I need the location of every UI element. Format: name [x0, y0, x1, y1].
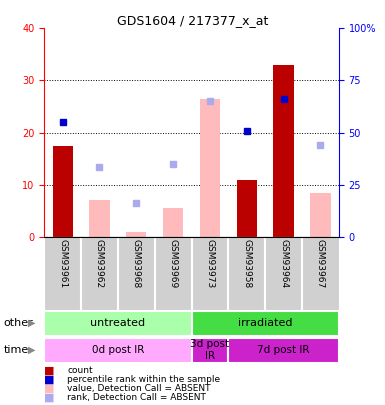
Text: GSM93969: GSM93969 [169, 239, 177, 288]
Bar [44, 338, 192, 363]
Text: GSM93958: GSM93958 [242, 239, 251, 288]
Bar [163, 208, 183, 237]
Bar [53, 146, 73, 237]
Bar [89, 200, 110, 237]
Bar [310, 193, 330, 237]
Bar [237, 179, 257, 237]
Text: GDS1604 / 217377_x_at: GDS1604 / 217377_x_at [117, 14, 268, 27]
Text: GSM93973: GSM93973 [206, 239, 214, 288]
Text: GSM93964: GSM93964 [279, 239, 288, 288]
Text: GSM93962: GSM93962 [95, 239, 104, 288]
Bar [200, 99, 220, 237]
Text: ▶: ▶ [28, 345, 35, 355]
Bar [192, 338, 228, 363]
Text: time: time [4, 345, 29, 355]
Bar [44, 311, 192, 336]
Text: value, Detection Call = ABSENT: value, Detection Call = ABSENT [67, 384, 211, 393]
Text: ■: ■ [44, 384, 55, 394]
Text: 7d post IR: 7d post IR [257, 345, 310, 355]
Text: ▶: ▶ [28, 318, 35, 328]
Text: ■: ■ [44, 393, 55, 403]
Bar [192, 311, 339, 336]
Bar [228, 338, 339, 363]
Text: 3d post
IR: 3d post IR [191, 339, 229, 361]
Text: ■: ■ [44, 375, 55, 385]
Text: other: other [4, 318, 33, 328]
Text: count: count [67, 367, 93, 375]
Bar [273, 65, 294, 237]
Text: rank, Detection Call = ABSENT: rank, Detection Call = ABSENT [67, 393, 206, 402]
Text: GSM93961: GSM93961 [58, 239, 67, 288]
Text: irradiated: irradiated [238, 318, 293, 328]
Text: 0d post IR: 0d post IR [92, 345, 144, 355]
Text: untreated: untreated [90, 318, 146, 328]
Bar [126, 232, 146, 237]
Text: GSM93968: GSM93968 [132, 239, 141, 288]
Text: percentile rank within the sample: percentile rank within the sample [67, 375, 221, 384]
Text: GSM93967: GSM93967 [316, 239, 325, 288]
Text: ■: ■ [44, 366, 55, 376]
